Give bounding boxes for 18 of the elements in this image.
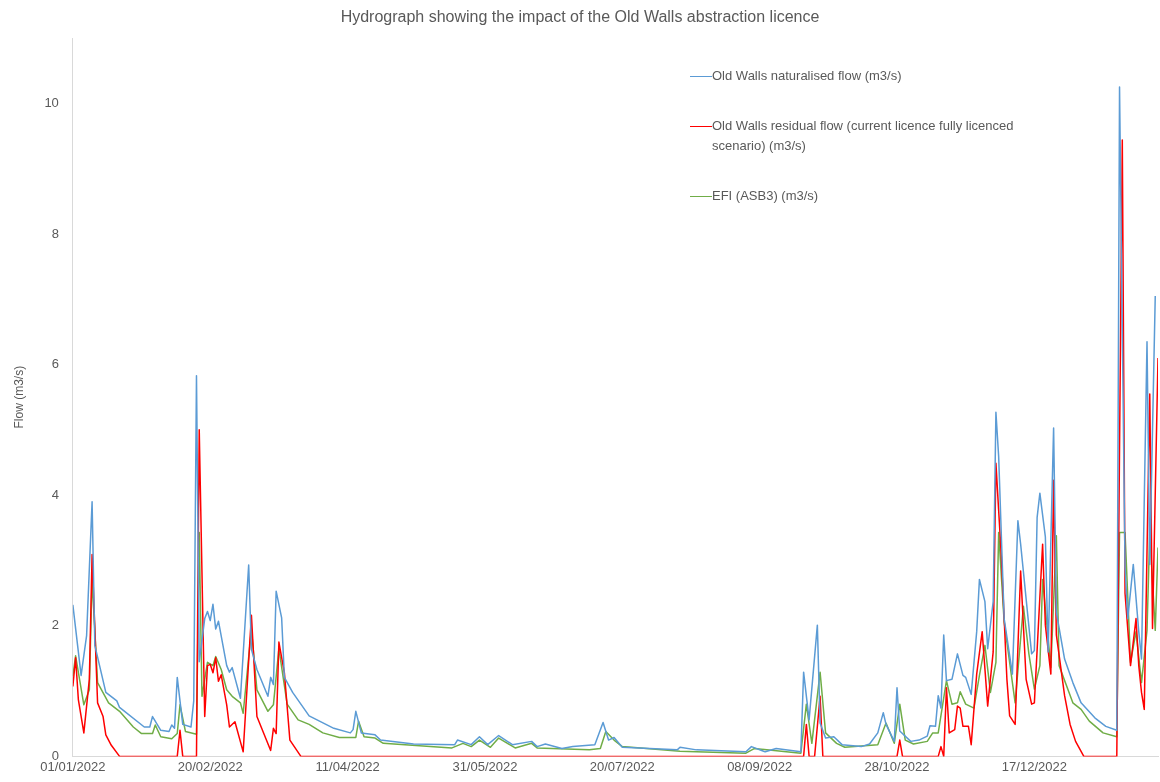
x-tick-label: 20/02/2022 [177, 758, 243, 774]
y-axis-title: Flow (m3/s) [11, 365, 26, 429]
legend-label: EFI (ASB3) (m3/s) [712, 187, 819, 205]
x-tick-label: 11/04/2022 [315, 758, 380, 774]
y-tick-label: 10 [44, 94, 59, 110]
x-tick-label: 20/07/2022 [589, 758, 655, 774]
y-tick-label: 0 [51, 747, 59, 763]
x-tick-label: 31/05/2022 [452, 758, 518, 774]
y-tick-label: 8 [51, 225, 59, 241]
x-tick-label: 08/09/2022 [727, 758, 793, 774]
y-tick-label: 2 [51, 617, 59, 633]
x-tick-label: 28/10/2022 [864, 758, 930, 774]
y-tick-label: 6 [51, 356, 59, 372]
x-tick-label: 17/12/2022 [1001, 758, 1067, 774]
legend-label: Old Walls naturalised flow (m3/s) [712, 67, 902, 85]
y-tick-label: 4 [51, 486, 59, 502]
chart-title: Hydrograph showing the impact of the Old Walls abstraction licence [339, 8, 821, 26]
legend-label: Old Walls residual flow (current licence fully licenced scenario) (m3/s) [712, 117, 1015, 155]
